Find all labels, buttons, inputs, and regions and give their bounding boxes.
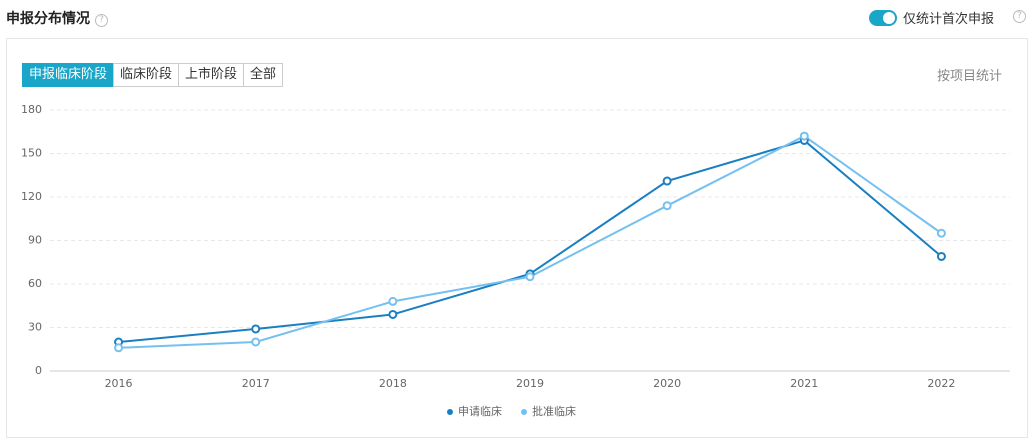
view-label[interactable]: 按项目统计: [936, 69, 1002, 84]
y-tick-label: 90: [28, 234, 42, 247]
x-tick-label: 2019: [516, 377, 544, 390]
x-tick-label: 2018: [379, 377, 407, 390]
section-title: 申报分布情况?: [6, 8, 108, 28]
y-tick-label: 150: [21, 147, 42, 160]
y-tick-label: 60: [28, 277, 42, 290]
toggle-group[interactable]: 仅统计首次申报: [868, 8, 994, 27]
x-tick-label: 2022: [927, 377, 955, 390]
point: [936, 251, 946, 261]
title-text: 申报分布情况: [6, 11, 90, 27]
tab[interactable]: 申报临床阶段: [22, 63, 115, 87]
y-tick-label: 120: [21, 190, 42, 203]
toggle-switch[interactable]: [868, 9, 897, 26]
line: [118, 139, 943, 343]
point: [662, 176, 672, 186]
legend-label: 申请临床: [458, 404, 502, 418]
tab[interactable]: 全部: [243, 63, 284, 87]
legend-marker: [521, 409, 527, 415]
point: [799, 131, 809, 141]
x-tick-label: 2017: [242, 377, 270, 390]
y-tick-label: 180: [21, 103, 42, 116]
point: [251, 324, 261, 334]
point: [662, 201, 672, 211]
point: [525, 272, 535, 282]
point: [936, 228, 946, 238]
help-icon[interactable]: ?: [1013, 10, 1026, 23]
toggle-label[interactable]: 仅统计首次申报: [902, 12, 994, 27]
y-tick-label: 0: [35, 364, 42, 377]
point: [251, 337, 261, 347]
y-tick-label: 30: [28, 321, 42, 334]
x-tick-label: 2016: [105, 377, 133, 390]
legend-marker: [447, 409, 453, 415]
line: [118, 134, 943, 349]
legend-label: 批准临床: [532, 404, 576, 418]
tab-bar: 申报临床阶段 临床阶段 上市阶段 全部: [22, 63, 284, 87]
chart-panel: 申报临床阶段 临床阶段 上市阶段 全部 按项目统计: [6, 38, 1028, 438]
help-icon[interactable]: ?: [95, 14, 108, 27]
point: [388, 296, 398, 306]
x-tick-label: 2021: [790, 377, 818, 390]
x-tick-label: 2020: [653, 377, 681, 390]
point: [388, 309, 398, 319]
point: [114, 343, 124, 353]
